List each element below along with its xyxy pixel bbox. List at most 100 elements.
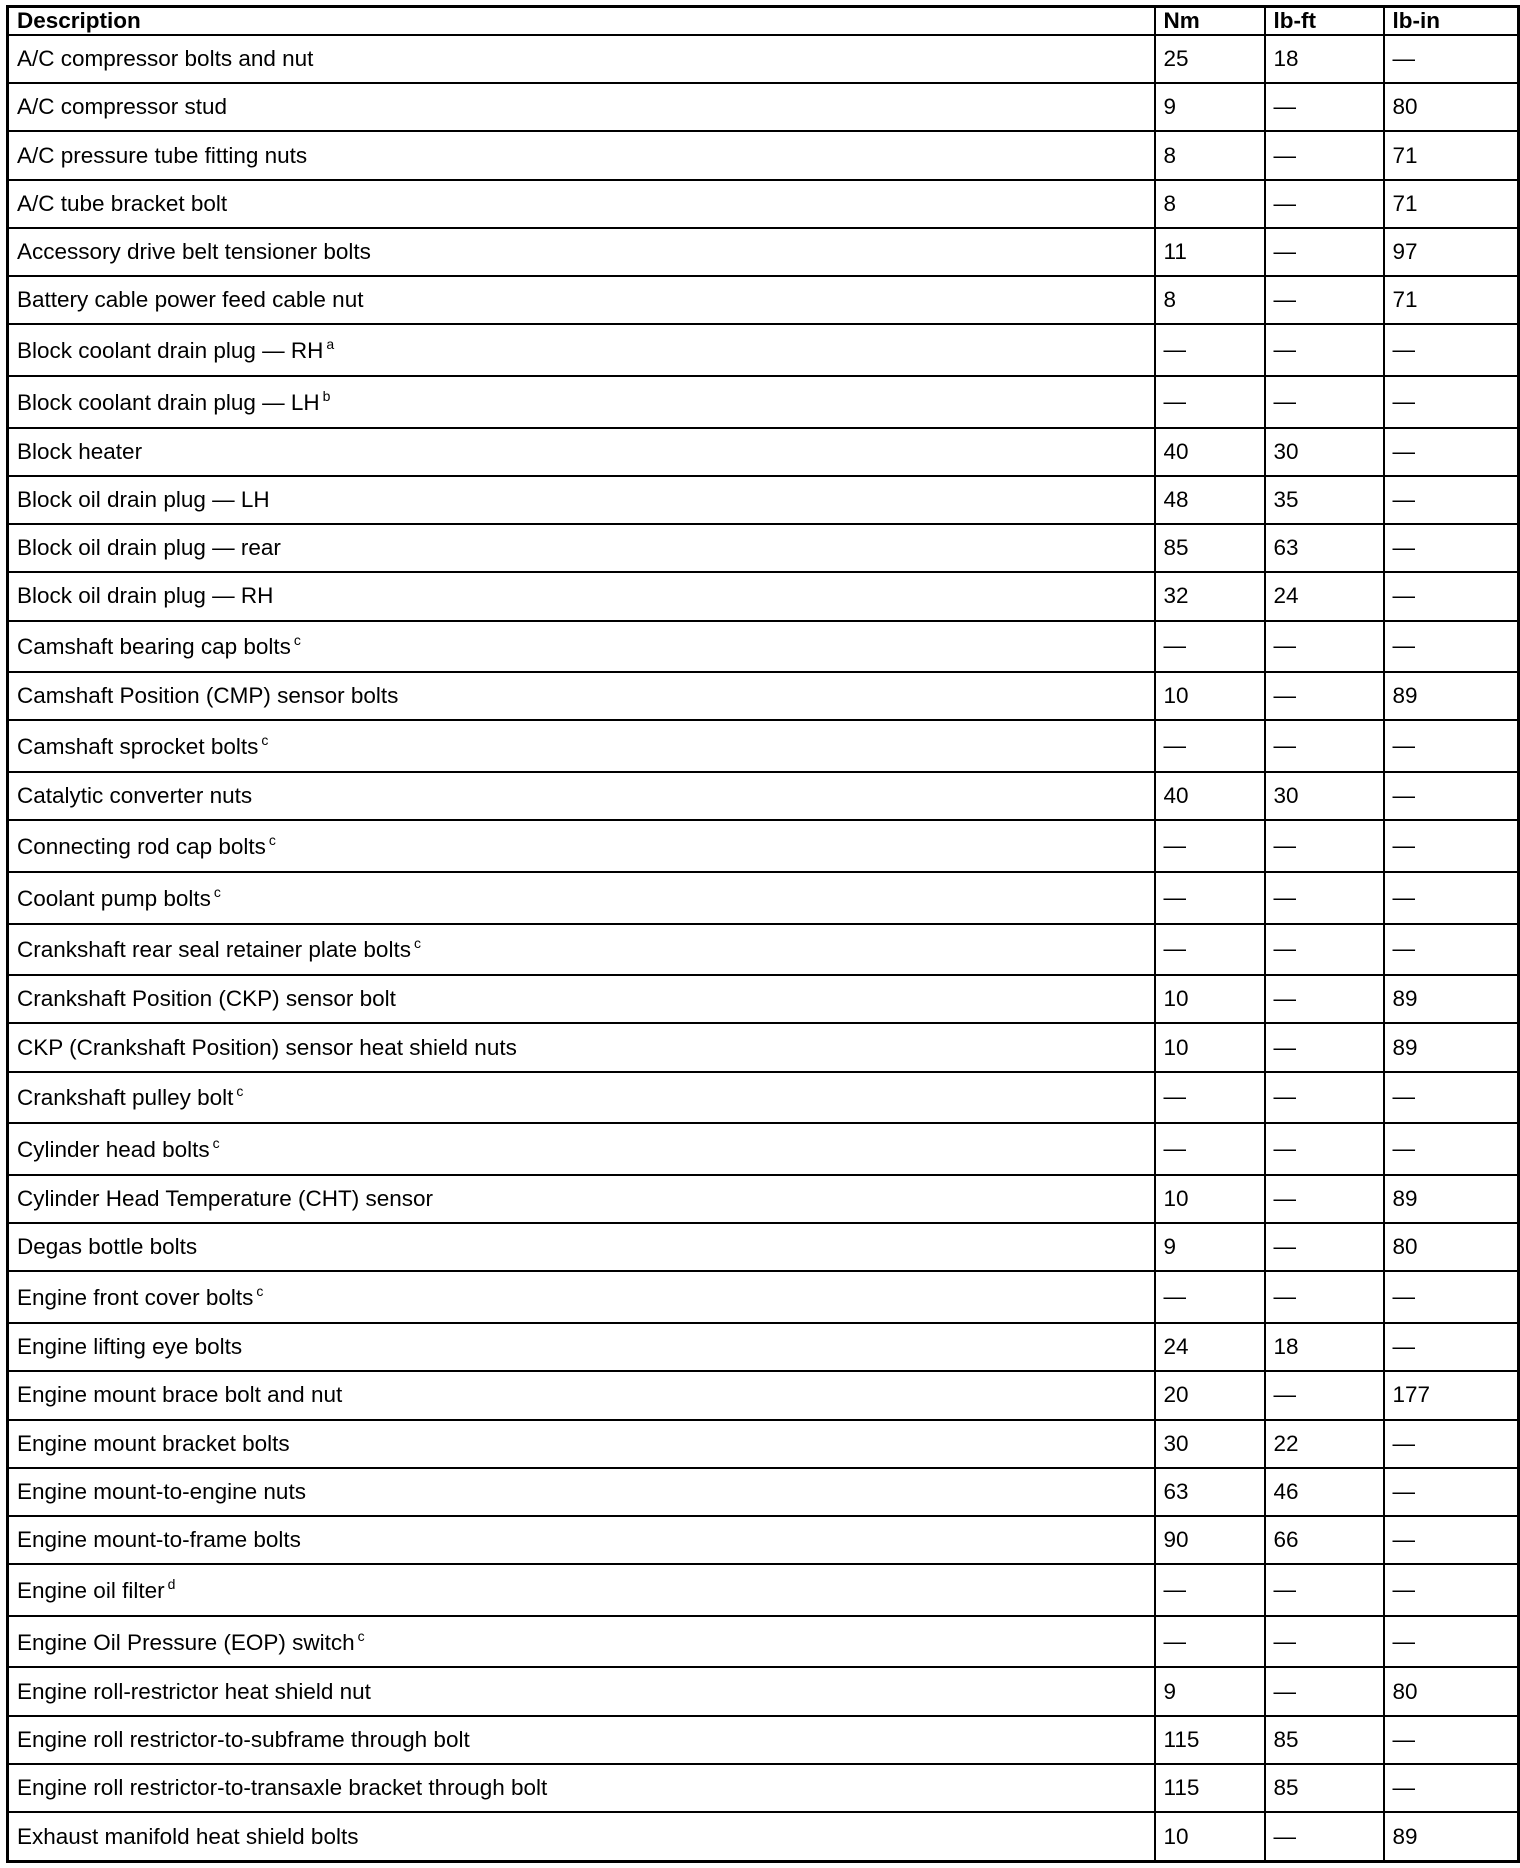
nm-cell: 9 — [1153, 82, 1266, 133]
lb-in-cell: — — [1382, 374, 1520, 429]
description-text: Crankshaft rear seal retainer plate bolt… — [17, 937, 411, 963]
table-row: Camshaft bearing cap bolts c — — — — [6, 619, 1520, 674]
nm-cell: 10 — [1153, 671, 1266, 722]
lb-ft-cell: 18 — [1263, 1322, 1385, 1373]
description-text: Degas bottle bolts — [17, 1234, 198, 1260]
table-row: Block coolant drain plug — RH a — — — — [6, 323, 1520, 377]
lb-in-cell: 89 — [1382, 1022, 1520, 1073]
lb-ft-cell: 63 — [1263, 523, 1385, 574]
description-cell: Engine lifting eye bolts — [6, 1322, 1156, 1373]
description-cell: A/C tube bracket bolt — [6, 178, 1156, 229]
lb-in-cell: — — [1382, 474, 1520, 526]
description-text: A/C pressure tube fitting nuts — [17, 142, 308, 168]
nm-cell: — — [1153, 1563, 1266, 1617]
description-text: Connecting rod cap bolts — [17, 834, 266, 860]
lb-in-cell: — — [1382, 1466, 1520, 1517]
nm-cell: 10 — [1153, 1022, 1266, 1073]
description-text: Engine oil filter — [17, 1577, 165, 1603]
lb-ft-cell: — — [1263, 1370, 1385, 1421]
lb-in-cell: — — [1382, 1614, 1520, 1669]
table-row: Camshaft Position (CMP) sensor bolts 10—8… — [6, 671, 1520, 722]
lb-in-cell: — — [1382, 1762, 1520, 1814]
nm-cell: 85 — [1153, 523, 1266, 574]
description-text: Engine roll restrictor-to-subframe throu… — [17, 1726, 470, 1752]
table-row: Accessory drive belt tensioner bolts 11—9… — [6, 226, 1520, 278]
description-text: Crankshaft pulley bolt — [17, 1085, 234, 1111]
lb-in-cell: — — [1382, 1714, 1520, 1765]
table-row: Engine front cover bolts c — — — — [6, 1270, 1520, 1325]
table-row: Engine roll restrictor-to-transaxle brac… — [6, 1762, 1520, 1814]
table-row: Engine mount brace bolt and nut 20—177 — [6, 1370, 1520, 1421]
lb-ft-cell: — — [1263, 82, 1385, 133]
nm-cell: 115 — [1153, 1714, 1266, 1765]
description-cell: Crankshaft pulley bolt c — [6, 1070, 1156, 1125]
description-cell: Battery cable power feed cable nut — [6, 275, 1156, 326]
lb-ft-cell: — — [1263, 1022, 1385, 1073]
description-cell: Cylinder Head Temperature (CHT) sensor — [6, 1173, 1156, 1225]
table-row: Engine oil filter d — — — — [6, 1563, 1520, 1617]
lb-in-cell: — — [1382, 1514, 1520, 1566]
nm-cell: 48 — [1153, 474, 1266, 526]
description-cell: Catalytic converter nuts — [6, 771, 1156, 822]
lb-ft-cell: 18 — [1263, 33, 1385, 85]
table-row: Cylinder Head Temperature (CHT) sensor 10… — [6, 1173, 1520, 1225]
lb-ft-cell: — — [1263, 1222, 1385, 1273]
lb-in-cell: 71 — [1382, 275, 1520, 326]
description-cell: Engine oil filter d — [6, 1563, 1156, 1617]
description-cell: Engine mount bracket bolts — [6, 1418, 1156, 1469]
footnote-marker: c — [413, 935, 421, 952]
lb-ft-cell: — — [1263, 922, 1385, 977]
table-row: Engine roll-restrictor heat shield nut 9—… — [6, 1666, 1520, 1717]
nm-cell: 40 — [1153, 426, 1266, 477]
lb-ft-cell: 24 — [1263, 571, 1385, 622]
description-cell: Connecting rod cap bolts c — [6, 819, 1156, 873]
description-cell: Camshaft Position (CMP) sensor bolts — [6, 671, 1156, 722]
nm-cell: — — [1153, 719, 1266, 774]
description-cell: Block coolant drain plug — LH b — [6, 374, 1156, 429]
description-text: Block heater — [17, 438, 143, 464]
nm-cell: — — [1153, 1122, 1266, 1176]
description-cell: Block heater — [6, 426, 1156, 477]
description-cell: Degas bottle bolts — [6, 1222, 1156, 1273]
description-text: Camshaft sprocket bolts — [17, 734, 259, 760]
lb-ft-cell: 30 — [1263, 426, 1385, 477]
nm-cell: 20 — [1153, 1370, 1266, 1421]
lb-in-cell: — — [1382, 619, 1520, 674]
table-row: Block oil drain plug — LH 48 35— — [6, 474, 1520, 526]
description-text: Camshaft bearing cap bolts — [17, 634, 291, 660]
lb-ft-cell: — — [1263, 619, 1385, 674]
nm-cell: 8 — [1153, 178, 1266, 229]
description-cell: Engine front cover bolts c — [6, 1270, 1156, 1325]
lb-ft-cell: — — [1263, 974, 1385, 1025]
table-row: A/C tube bracket bolt 8—71 — [6, 178, 1520, 229]
lb-ft-cell: — — [1263, 323, 1385, 377]
description-text: Cylinder Head Temperature (CHT) sensor — [17, 1186, 433, 1212]
nm-cell: — — [1153, 323, 1266, 377]
lb-in-cell: — — [1382, 1322, 1520, 1373]
torque-specifications-table: Description Nm lb-ft lb-in A/C compresso… — [6, 5, 1520, 1863]
description-text: Engine Oil Pressure (EOP) switch — [17, 1629, 355, 1655]
table-row: Engine lifting eye bolts 24 18— — [6, 1322, 1520, 1373]
table-row: Block coolant drain plug — LH b — — — — [6, 374, 1520, 429]
lb-ft-cell: — — [1263, 1070, 1385, 1125]
description-cell: A/C pressure tube fitting nuts — [6, 130, 1156, 181]
lb-ft-cell: — — [1263, 130, 1385, 181]
header-row: Description Nm lb-ft lb-in — [6, 5, 1520, 36]
nm-cell: 9 — [1153, 1222, 1266, 1273]
footnote-marker: c — [268, 832, 276, 849]
table-row: Coolant pump bolts c — — — — [6, 870, 1520, 925]
table-row: Block oil drain plug — rear 85 63— — [6, 523, 1520, 574]
footnote-marker: a — [326, 336, 335, 353]
nm-cell: 9 — [1153, 1666, 1266, 1717]
description-text: Engine front cover bolts — [17, 1285, 254, 1311]
lb-in-cell: 71 — [1382, 178, 1520, 229]
lb-ft-cell: 35 — [1263, 474, 1385, 526]
description-text: Block oil drain plug — RH — [17, 583, 274, 609]
nm-cell: 90 — [1153, 1514, 1266, 1566]
table-row: Exhaust manifold heat shield bolts 10—89 — [6, 1811, 1520, 1863]
description-text: Engine mount-to-engine nuts — [17, 1478, 306, 1504]
lb-in-cell: 80 — [1382, 82, 1520, 133]
nm-cell: 30 — [1153, 1418, 1266, 1469]
footnote-marker: d — [167, 1575, 176, 1592]
footnote-marker: c — [256, 1283, 264, 1300]
